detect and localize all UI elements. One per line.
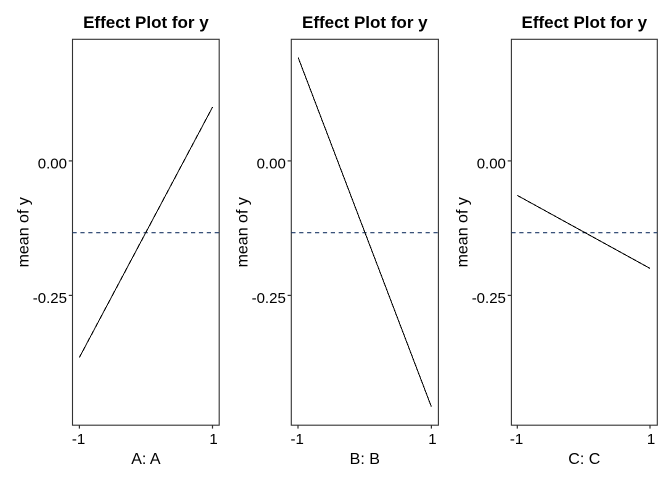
svg-text:-0.25: -0.25 — [472, 290, 506, 307]
svg-text:1: 1 — [209, 431, 217, 448]
svg-text:-0.25: -0.25 — [252, 290, 286, 307]
svg-text:0.00: 0.00 — [257, 155, 286, 172]
svg-text:Effect Plot for y: Effect Plot for y — [302, 13, 428, 32]
svg-text:mean of y: mean of y — [234, 197, 251, 267]
svg-text:Effect Plot for y: Effect Plot for y — [83, 13, 209, 32]
svg-text:1: 1 — [647, 431, 655, 448]
svg-text:Effect Plot for y: Effect Plot for y — [521, 13, 647, 32]
svg-text:0.00: 0.00 — [38, 155, 67, 172]
svg-text:B: B: B: B — [350, 451, 380, 468]
svg-text:-0.25: -0.25 — [33, 290, 67, 307]
svg-text:0.00: 0.00 — [477, 155, 506, 172]
svg-text:-1: -1 — [72, 431, 85, 448]
svg-text:-1: -1 — [291, 431, 304, 448]
svg-text:mean of y: mean of y — [454, 197, 471, 267]
svg-text:C: C: C: C — [568, 451, 600, 468]
svg-text:A: A: A: A — [131, 451, 161, 468]
svg-text:mean of y: mean of y — [16, 197, 33, 267]
svg-text:-1: -1 — [510, 431, 523, 448]
svg-text:1: 1 — [428, 431, 436, 448]
